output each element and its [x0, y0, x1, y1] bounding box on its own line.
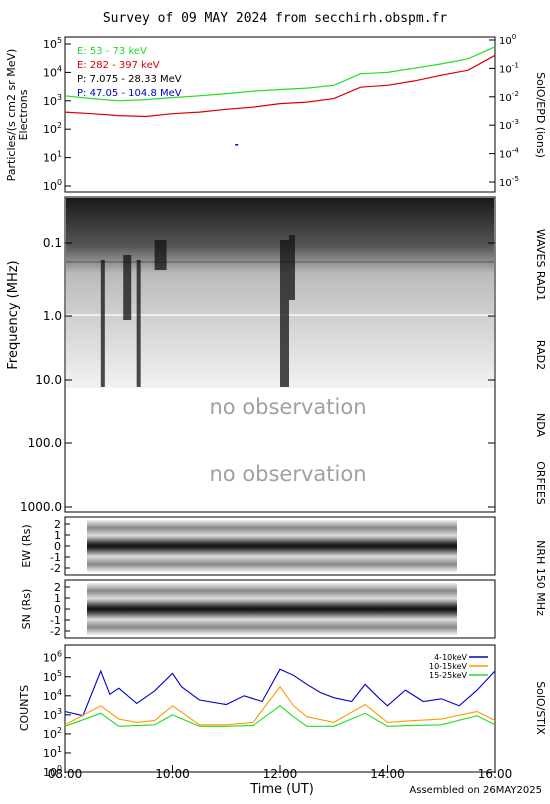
epd-left-tick-label: 101: [43, 150, 62, 165]
nrh-tick-label: -2: [50, 562, 61, 575]
stix-tick-label: 104: [43, 688, 62, 703]
epd-legend-entry: P: 47.05 - 104.8 MeV: [77, 88, 182, 99]
radio-bursts: [66, 229, 494, 387]
nrh-tick-label: 1: [54, 592, 61, 605]
stix-tick-label: 106: [43, 650, 62, 665]
nrh-tick-label: 0: [54, 603, 61, 616]
epd-lines: [64, 46, 496, 146]
x-tick-label: 16:00: [478, 767, 513, 781]
x-tick-label: 12:00: [263, 767, 298, 781]
epd-legend-entry: P: 7.075 - 28.33 MeV: [77, 74, 182, 85]
epd-legend-entry: E: 53 - 73 keV: [77, 46, 147, 57]
nrh-ew-label: EW (Rs): [20, 524, 33, 567]
nrh-tick-label: 0: [54, 540, 61, 553]
epd-left-tick-label: 103: [43, 93, 62, 108]
epd-series-point-3: [235, 144, 239, 146]
stix-tick-label: 102: [43, 726, 62, 741]
epd-left-tick-label: 100: [43, 178, 62, 193]
assembled-note: Assembled on 26MAY2025: [409, 785, 542, 796]
epd-right-tick-label: 10-1: [499, 60, 519, 75]
stix-lines: [64, 668, 496, 727]
radio-burst: [280, 240, 289, 387]
nrh-tick-label: -1: [50, 614, 61, 627]
no-observation-orfees: no observation: [209, 462, 366, 486]
radio-burst: [154, 240, 167, 270]
nrh-sn-image: [87, 583, 457, 635]
epd-right-tick-label: 10-4: [499, 146, 519, 161]
epd-panel-frame: [64, 36, 496, 193]
epd-right-tick-label: 10-3: [499, 117, 519, 132]
radio-tick-label: 0.1: [43, 236, 62, 250]
nrh-right-label: NRH 150 MHz: [534, 540, 547, 616]
epd-ylabel-electrons: Electrons: [17, 89, 30, 140]
epd-left-tick-label: 102: [43, 121, 62, 136]
radio-yticks: 0.1 1.0 10.0 100.0 1000.0: [20, 236, 495, 514]
nrh-sn-ticks: 210-1-2: [50, 581, 70, 638]
stix-tick-label: 103: [43, 707, 62, 722]
radio-tick-label: 1000.0: [20, 500, 62, 514]
nrh-tick-label: 2: [54, 518, 61, 531]
nrh-sn-label: SN (Rs): [20, 589, 33, 630]
x-tick-label: 14:00: [370, 767, 405, 781]
epd-left-ticks: 105 104 103 102 101 100: [43, 36, 71, 193]
stix-tick-label: 105: [43, 669, 62, 684]
stix-series-line-0: [64, 668, 496, 717]
epd-ylabel: Particles/(s cm2 sr MeV): [5, 49, 18, 182]
radio-tick-label: 100.0: [28, 436, 62, 450]
epd-right-tick-label: 10-5: [499, 174, 519, 189]
rad2-label: RAD2: [534, 340, 547, 370]
nrh-tick-label: 1: [54, 529, 61, 542]
stix-legend-entry: 4-10keV: [434, 653, 467, 662]
nrh-ew-image: [87, 520, 457, 572]
epd-series-line-1: [64, 54, 496, 118]
stix-tick-label: 101: [43, 745, 62, 760]
epd-right-label: SolO/EPD (ions): [534, 72, 547, 158]
stix-series-line-1: [64, 685, 496, 726]
nrh-tick-label: -2: [50, 625, 61, 638]
radio-burst: [136, 260, 141, 387]
epd-legend: E: 53 - 73 keV E: 282 - 397 keV P: 7.075 -…: [77, 46, 182, 99]
time-axis-label: Time (UT): [249, 782, 314, 797]
epd-right-tick-label: 10-2: [499, 89, 519, 104]
nrh-tick-label: 2: [54, 581, 61, 594]
nrh-tick-label: -1: [50, 551, 61, 564]
epd-left-tick-label: 105: [43, 36, 62, 51]
radio-tick-label: 10.0: [35, 373, 62, 387]
nrh-ew-ticks: 210-1-2: [50, 518, 70, 575]
waves-rad1-label: WAVES RAD1: [534, 229, 547, 301]
time-axis-ticks: 08:00 10:00 12:00 14:00 16:00: [48, 765, 513, 781]
radio-burst: [288, 235, 295, 300]
epd-right-tick-label: 100: [499, 32, 517, 47]
radio-ylabel: Frequency (MHz): [6, 260, 21, 369]
radio-tick-label: 1.0: [43, 309, 62, 323]
nda-label: NDA: [534, 413, 547, 438]
stix-legend-entry: 15-25keV: [429, 671, 468, 680]
stix-right-label: SolO/STIX: [534, 681, 547, 735]
epd-series-line-0: [64, 46, 496, 102]
figure-title: Survey of 09 MAY 2024 from secchirh.obsp…: [103, 11, 448, 26]
no-observation-nda: no observation: [209, 395, 366, 419]
x-tick-label: 10:00: [155, 767, 190, 781]
radio-burst: [100, 260, 105, 387]
stix-legend-entry: 10-15keV: [429, 662, 468, 671]
epd-legend-entry: E: 282 - 397 keV: [77, 60, 160, 71]
radio-burst: [123, 255, 132, 320]
stix-ylabel: COUNTS: [18, 685, 31, 731]
epd-left-tick-label: 104: [43, 64, 62, 79]
x-tick-label: 08:00: [48, 767, 83, 781]
orfees-label: ORFEES: [534, 461, 547, 505]
stix-series-line-2: [64, 705, 496, 727]
